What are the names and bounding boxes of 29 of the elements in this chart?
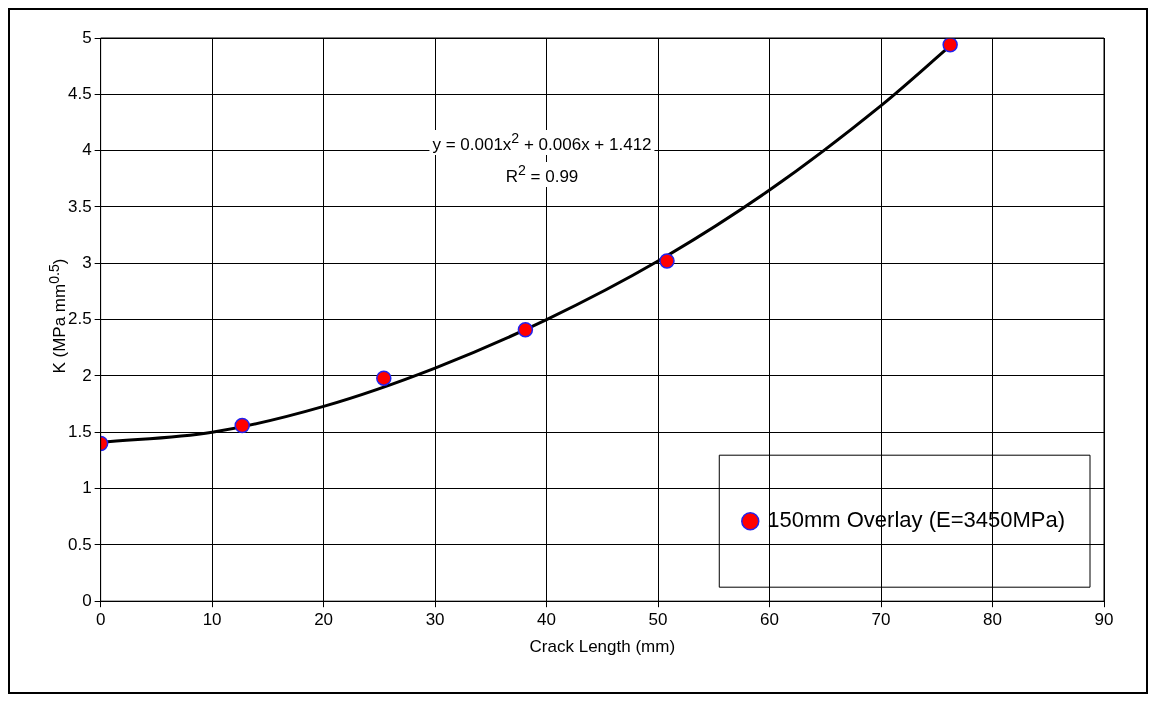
x-tick-label: 10 <box>202 610 222 630</box>
x-tick-label: 90 <box>1094 610 1114 630</box>
y-tick-label: 1.5 <box>67 421 92 441</box>
annotation: y = 0.001x$^{2}$ + 0.006x + 1.412 <box>429 130 655 155</box>
x-tick-label: 50 <box>648 610 668 630</box>
y-tick-label: 4.5 <box>67 84 92 104</box>
x-axis-title: Crack Length (mm) <box>529 637 676 657</box>
y-tick-label: 1 <box>82 478 92 498</box>
y-tick-label: 2.5 <box>67 309 92 329</box>
x-tick-label: 60 <box>760 610 780 630</box>
y-tick-label: 4 <box>82 140 92 160</box>
point <box>659 253 675 269</box>
y-tick-label: 0 <box>82 590 92 610</box>
point <box>376 370 392 386</box>
y-tick-label: 3 <box>82 252 92 272</box>
x-tick-label: 40 <box>537 610 557 630</box>
y-tick-label: 0.5 <box>67 534 92 554</box>
x-tick-label: 20 <box>314 610 334 630</box>
y-tick-label: 3.5 <box>67 196 92 216</box>
point <box>517 321 534 338</box>
y-tick-label: 2 <box>82 365 92 385</box>
x-tick-label: 80 <box>983 610 1002 630</box>
point <box>942 38 958 53</box>
x-tick-label: 30 <box>425 610 445 630</box>
x-tick-label: 0 <box>95 610 106 630</box>
x-tick-label: 70 <box>871 610 891 630</box>
y-tick-label: 5 <box>82 27 92 47</box>
point <box>234 417 250 434</box>
annotation: R$^{2}$ = 0.99 <box>502 162 582 187</box>
